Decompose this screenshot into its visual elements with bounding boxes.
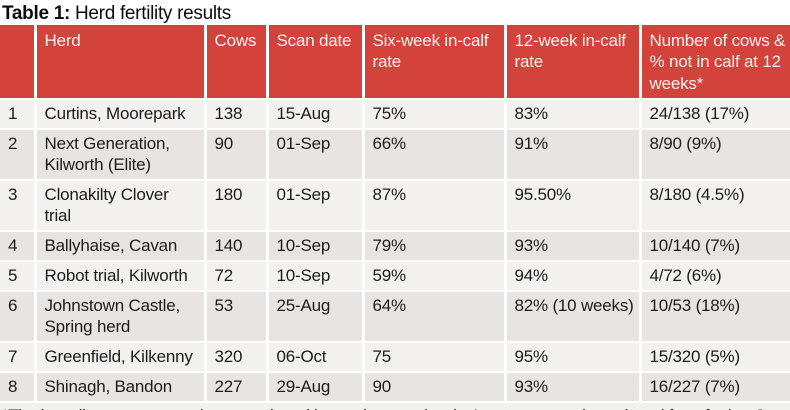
herd-fertility-table: Herd Cows Scan date Six-week in-calf rate 12…	[0, 25, 790, 401]
table-cell: 90	[361, 370, 505, 401]
table-cell: 06-Oct	[265, 340, 363, 372]
table-cell: 72	[203, 259, 267, 291]
table-cell: 10-Sep	[265, 229, 363, 261]
table-row: 8 Shinagh, Bandon 227 29-Aug 90 93% 16/227 (7%…	[0, 370, 790, 401]
row-number-cell: 8	[0, 370, 35, 401]
table-cell: 320	[203, 340, 267, 372]
table-row: 7 Greenfield, Kilkenny 320 06-Oct 75 95% 15/32…	[0, 340, 790, 372]
table-cell: 10/140 (7%)	[638, 229, 790, 261]
table-cell: 01-Sep	[265, 127, 363, 180]
table-cell: 10-Sep	[265, 259, 363, 291]
table-body: 1 Curtins, Moorepark 138 15-Aug 75% 83% 24/138…	[0, 97, 790, 401]
table-footnote: *The breeding season may have continued …	[0, 400, 790, 410]
table-row: 3 Clonakilty Clover trial 180 01-Sep 87% 95.5…	[0, 178, 790, 231]
table-cell: 95%	[503, 340, 640, 372]
table-cell: Next Generation, Kilworth (Elite)	[33, 127, 205, 180]
row-number-cell: 4	[0, 229, 35, 261]
table-cell: 15/320 (5%)	[638, 340, 790, 372]
table-cell: 90	[203, 127, 267, 180]
table-cell: 180	[203, 178, 267, 231]
table-cell: 24/138 (17%)	[638, 97, 790, 129]
row-number-cell: 6	[0, 289, 35, 342]
column-header: Six-week in-calf rate	[361, 25, 505, 100]
table-cell: 227	[203, 370, 267, 401]
row-number-cell: 3	[0, 178, 35, 231]
table-cell: 75	[361, 340, 505, 372]
table-cell: 95.50%	[503, 178, 640, 231]
column-header: Scan date	[265, 25, 363, 100]
table-header: Herd Cows Scan date Six-week in-calf rate 12…	[0, 25, 790, 100]
table-cell: 94%	[503, 259, 640, 291]
table-row: 2 Next Generation, Kilworth (Elite) 90 01-S…	[0, 127, 790, 180]
table-cell: 83%	[503, 97, 640, 129]
table-cell: 140	[203, 229, 267, 261]
table-cell: 8/90 (9%)	[638, 127, 790, 180]
column-header: 12-week in-calf rate	[503, 25, 640, 100]
table-cell: 66%	[361, 127, 505, 180]
table-cell: 01-Sep	[265, 178, 363, 231]
table-title-prefix: Table 1:	[2, 3, 70, 24]
table-row: 6 Johnstown Castle, Spring herd 53 25-Aug 64…	[0, 289, 790, 342]
table-cell: 4/72 (6%)	[638, 259, 790, 291]
table-cell: 91%	[503, 127, 640, 180]
table-cell: 87%	[361, 178, 505, 231]
table-cell: 15-Aug	[265, 97, 363, 129]
table-cell: 25-Aug	[265, 289, 363, 342]
table-cell: 93%	[503, 370, 640, 401]
column-header: Herd	[33, 25, 205, 100]
table-cell: 79%	[361, 229, 505, 261]
table-title: Table 1: Herd fertility results	[0, 0, 790, 25]
table-row: 5 Robot trial, Kilworth 72 10-Sep 59% 94% 4/72…	[0, 259, 790, 291]
table-cell: 59%	[361, 259, 505, 291]
table-cell: 82% (10 weeks)	[503, 289, 640, 342]
column-header: Cows	[203, 25, 267, 100]
table-cell: 93%	[503, 229, 640, 261]
row-number-cell: 5	[0, 259, 35, 291]
column-header	[0, 25, 35, 100]
table-cell: 8/180 (4.5%)	[638, 178, 790, 231]
table-cell: 53	[203, 289, 267, 342]
table-row: 1 Curtins, Moorepark 138 15-Aug 75% 83% 24/138…	[0, 97, 790, 129]
table-row: 4 Ballyhaise, Cavan 140 10-Sep 79% 93% 10/140 …	[0, 229, 790, 261]
table-cell: Robot trial, Kilworth	[33, 259, 205, 291]
table-cell: Johnstown Castle, Spring herd	[33, 289, 205, 342]
row-number-cell: 2	[0, 127, 35, 180]
column-header: Number of cows & % not in calf at 12 wee…	[638, 25, 790, 100]
table-header-row: Herd Cows Scan date Six-week in-calf rate 12…	[0, 25, 790, 100]
table-cell: 64%	[361, 289, 505, 342]
table-cell: 16/227 (7%)	[638, 370, 790, 401]
table-cell: Curtins, Moorepark	[33, 97, 205, 129]
table-cell: Ballyhaise, Cavan	[33, 229, 205, 261]
table-cell: Shinagh, Bandon	[33, 370, 205, 401]
table-cell: Clonakilty Clover trial	[33, 178, 205, 231]
row-number-cell: 7	[0, 340, 35, 372]
table-cell: 10/53 (18%)	[638, 289, 790, 342]
table-cell: Greenfield, Kilkenny	[33, 340, 205, 372]
table-cell: 29-Aug	[265, 370, 363, 401]
table-cell: 75%	[361, 97, 505, 129]
table-title-text: Herd fertility results	[70, 3, 231, 24]
table-cell: 138	[203, 97, 267, 129]
row-number-cell: 1	[0, 97, 35, 129]
